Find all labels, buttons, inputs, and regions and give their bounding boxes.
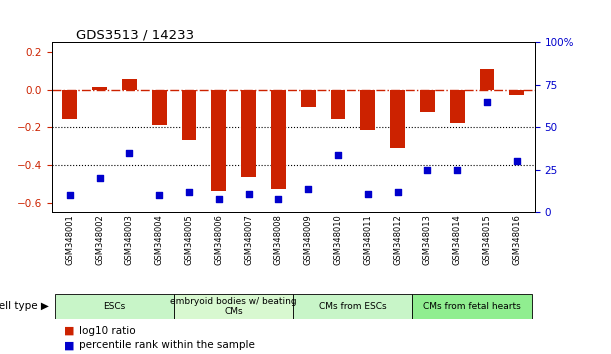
Bar — [152, 90, 167, 125]
Point — [65, 193, 75, 198]
Bar — [62, 90, 77, 119]
Point — [95, 176, 104, 181]
Text: CMs from ESCs: CMs from ESCs — [319, 302, 387, 311]
Text: CMs from fetal hearts: CMs from fetal hearts — [423, 302, 521, 311]
Point — [512, 159, 522, 164]
Point — [482, 99, 492, 105]
Bar — [480, 69, 494, 90]
Text: cell type ▶: cell type ▶ — [0, 301, 49, 311]
Text: percentile rank within the sample: percentile rank within the sample — [79, 340, 255, 350]
Point — [393, 189, 403, 195]
Bar — [412, 294, 532, 319]
Text: embryoid bodies w/ beating
CMs: embryoid bodies w/ beating CMs — [170, 297, 297, 316]
Text: ■: ■ — [64, 340, 75, 350]
Bar — [92, 87, 107, 90]
Bar — [420, 90, 435, 112]
Bar — [55, 294, 174, 319]
Bar — [293, 294, 412, 319]
Bar — [450, 90, 464, 123]
Bar — [331, 90, 345, 119]
Point — [303, 186, 313, 192]
Bar — [390, 90, 405, 148]
Text: ■: ■ — [64, 326, 75, 336]
Bar — [174, 294, 293, 319]
Point — [155, 193, 164, 198]
Point — [214, 196, 224, 202]
Bar — [301, 90, 316, 107]
Text: log10 ratio: log10 ratio — [79, 326, 136, 336]
Text: GDS3513 / 14233: GDS3513 / 14233 — [76, 28, 194, 41]
Text: ESCs: ESCs — [103, 302, 126, 311]
Bar — [211, 90, 226, 191]
Point — [244, 191, 254, 196]
Point — [452, 167, 462, 173]
Point — [422, 167, 432, 173]
Point — [125, 150, 134, 156]
Point — [184, 189, 194, 195]
Bar — [271, 90, 286, 189]
Point — [333, 152, 343, 158]
Bar — [122, 79, 137, 90]
Bar — [360, 90, 375, 130]
Bar — [181, 90, 197, 140]
Bar — [241, 90, 256, 177]
Bar — [510, 90, 524, 95]
Point — [274, 196, 284, 202]
Point — [363, 191, 373, 196]
